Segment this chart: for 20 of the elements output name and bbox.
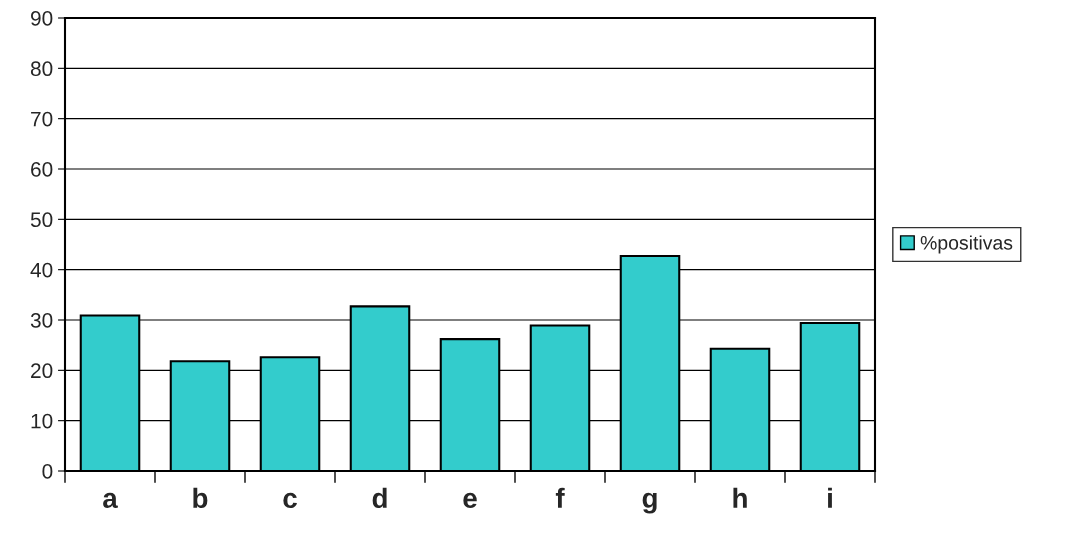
- y-tick-label: 10: [31, 413, 53, 429]
- y-tick-label: 90: [31, 11, 53, 26]
- x-tick-label: d: [372, 487, 387, 509]
- x-tick-label: f: [555, 487, 565, 508]
- y-tick-label: 20: [31, 363, 53, 379]
- x-tick-label: e: [463, 492, 477, 509]
- legend-label: %positivas: [920, 235, 1013, 254]
- x-tick-label: a: [103, 492, 118, 509]
- y-tick-label: 50: [30, 212, 53, 228]
- x-tick-label: i: [828, 487, 832, 508]
- x-tick-label: h: [733, 487, 747, 508]
- y-tick-label: 60: [31, 162, 53, 177]
- x-tick-label: b: [193, 487, 208, 509]
- y-tick-label: 30: [30, 313, 53, 328]
- x-tick-label: g: [642, 492, 657, 514]
- y-tick-label: 0: [42, 464, 53, 479]
- y-tick-label: 80: [30, 61, 53, 77]
- y-tick-label: 70: [31, 111, 53, 127]
- x-tick-label: c: [283, 492, 297, 509]
- y-tick-label: 40: [30, 262, 53, 278]
